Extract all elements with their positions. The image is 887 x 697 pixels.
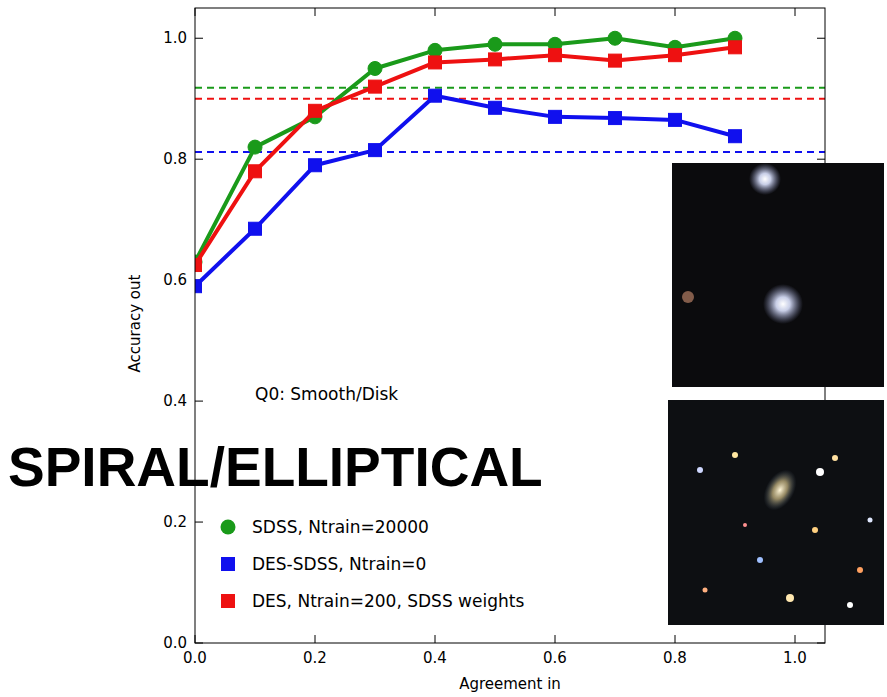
y-tick-label: 0.6 [163, 271, 187, 289]
image-star [732, 452, 738, 458]
legend-marker [221, 557, 235, 571]
y-tick-label: 0.0 [163, 634, 187, 652]
image-panel [672, 163, 884, 387]
x-tick [795, 635, 796, 643]
overlay-title: SPIRAL/ELLIPTICAL [8, 436, 543, 498]
image-star [832, 455, 838, 461]
marker [429, 56, 442, 69]
image-star [786, 594, 794, 602]
marker [429, 89, 442, 102]
baseline [195, 98, 825, 100]
marker [309, 104, 322, 117]
marker [369, 144, 382, 157]
image-star [743, 523, 747, 527]
image-star [697, 467, 703, 473]
marker [368, 61, 382, 75]
image-galaxy [757, 464, 803, 516]
y-tick [195, 401, 203, 402]
y-tick-label: 0.2 [163, 513, 187, 531]
x-tick [555, 635, 556, 643]
x-tick-label: 1.0 [783, 649, 807, 667]
image-star [749, 163, 781, 195]
y-tick-label: 1.0 [163, 29, 187, 47]
legend-marker [221, 520, 236, 535]
x-tick [435, 635, 436, 643]
marker [549, 110, 562, 123]
x-axis-label: Agreement in [459, 675, 561, 693]
marker [609, 54, 622, 67]
marker [195, 259, 202, 272]
legend: SDSS, Ntrain=20000 DES-SDSS, Ntrain=0 DES,… [221, 517, 525, 611]
baseline [195, 87, 825, 89]
marker [249, 165, 262, 178]
x-tick [435, 8, 436, 16]
marker [428, 43, 442, 57]
annotation: Q0: Smooth/Disk [255, 384, 398, 404]
marker [489, 101, 502, 114]
y-tick [195, 159, 203, 160]
image-star [763, 284, 803, 324]
marker [488, 37, 502, 51]
x-tick [675, 635, 676, 643]
y-tick-label: 0.8 [163, 150, 187, 168]
marker [248, 140, 262, 154]
image-star [812, 527, 818, 533]
marker [309, 159, 322, 172]
image-panel [668, 400, 884, 625]
legend-label: DES-SDSS, Ntrain=0 [252, 554, 426, 574]
baseline [195, 151, 825, 153]
x-tick [315, 8, 316, 16]
x-tick-label: 0.8 [663, 649, 687, 667]
y-tick [817, 159, 825, 160]
y-axis-label: Accuracy out [126, 274, 144, 372]
image-star [857, 567, 863, 573]
marker [608, 31, 622, 45]
x-tick [795, 8, 796, 16]
marker [195, 280, 202, 293]
y-tick-label: 0.4 [163, 392, 187, 410]
marker [669, 49, 682, 62]
y-tick [817, 38, 825, 39]
image-star [816, 468, 824, 476]
chart: 0.00.20.40.60.81.00.00.20.40.60.81.0Agre… [0, 0, 887, 697]
image-panels [668, 163, 884, 625]
marker [669, 113, 682, 126]
legend-marker [221, 594, 235, 608]
image-star [868, 518, 873, 523]
x-tick-label: 0.6 [543, 649, 567, 667]
image-star [682, 291, 694, 303]
marker [729, 130, 742, 143]
x-tick [555, 8, 556, 16]
marker [489, 53, 502, 66]
x-tick [675, 8, 676, 16]
series-line [195, 47, 735, 265]
x-tick-label: 0.2 [303, 649, 327, 667]
image-star [847, 602, 853, 608]
x-tick [315, 635, 316, 643]
y-tick [195, 522, 203, 523]
marker [549, 49, 562, 62]
y-tick [195, 38, 203, 39]
image-star [703, 588, 708, 593]
series-line [195, 96, 735, 287]
marker [729, 41, 742, 54]
marker [249, 222, 262, 235]
image-star [757, 557, 763, 563]
legend-label: DES, Ntrain=200, SDSS weights [252, 591, 524, 611]
marker [369, 80, 382, 93]
x-tick-label: 0.4 [423, 649, 447, 667]
marker [609, 112, 622, 125]
legend-label: SDSS, Ntrain=20000 [252, 517, 429, 537]
